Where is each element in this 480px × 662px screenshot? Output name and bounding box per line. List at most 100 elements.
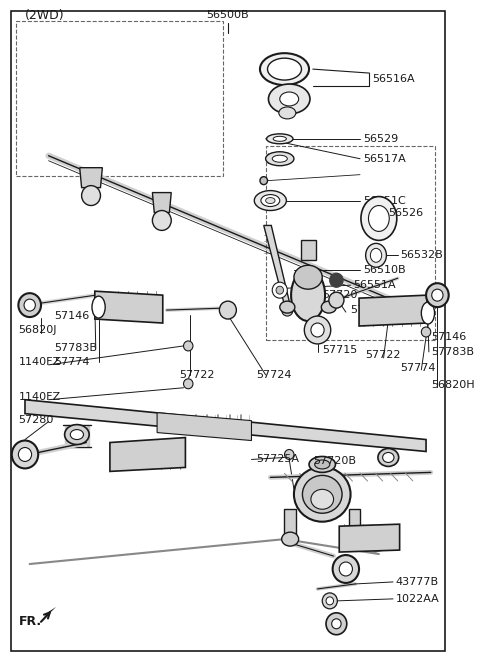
- Ellipse shape: [302, 475, 342, 513]
- Circle shape: [18, 448, 32, 461]
- Text: 56820H: 56820H: [431, 380, 474, 390]
- Circle shape: [330, 273, 343, 287]
- Text: 1140FZ: 1140FZ: [18, 392, 60, 402]
- Ellipse shape: [309, 457, 336, 473]
- Bar: [15, 21, 223, 175]
- Polygon shape: [348, 509, 360, 534]
- Circle shape: [326, 613, 347, 635]
- Text: 57783B: 57783B: [431, 347, 474, 357]
- Ellipse shape: [294, 467, 350, 522]
- Text: 57725A: 57725A: [256, 454, 299, 465]
- Polygon shape: [339, 524, 400, 552]
- Ellipse shape: [254, 191, 287, 211]
- Text: 56551A: 56551A: [353, 280, 396, 290]
- Text: 56529: 56529: [363, 134, 398, 144]
- Circle shape: [421, 327, 431, 337]
- Text: FR.: FR.: [18, 615, 41, 628]
- Circle shape: [272, 282, 288, 298]
- Text: 56532B: 56532B: [401, 250, 444, 260]
- Ellipse shape: [378, 448, 399, 467]
- Circle shape: [183, 341, 193, 351]
- Ellipse shape: [321, 301, 336, 313]
- Circle shape: [333, 555, 359, 583]
- Polygon shape: [39, 607, 56, 624]
- Circle shape: [260, 177, 267, 185]
- Text: 57146: 57146: [54, 311, 89, 321]
- Text: 56510B: 56510B: [363, 265, 406, 275]
- Circle shape: [432, 289, 443, 301]
- Ellipse shape: [346, 532, 363, 546]
- Ellipse shape: [65, 424, 89, 444]
- Circle shape: [426, 283, 449, 307]
- Ellipse shape: [369, 205, 389, 232]
- Ellipse shape: [280, 301, 295, 313]
- Polygon shape: [152, 193, 171, 213]
- Ellipse shape: [291, 269, 325, 321]
- Text: 56820J: 56820J: [18, 325, 57, 335]
- Ellipse shape: [371, 248, 382, 262]
- Circle shape: [183, 379, 193, 389]
- Ellipse shape: [92, 296, 105, 318]
- Ellipse shape: [311, 489, 334, 509]
- Circle shape: [82, 185, 100, 205]
- Ellipse shape: [267, 58, 301, 80]
- Text: 56517A: 56517A: [363, 154, 406, 164]
- Polygon shape: [157, 412, 252, 440]
- Circle shape: [339, 562, 352, 576]
- Text: 1022AA: 1022AA: [396, 594, 440, 604]
- Text: 57722: 57722: [179, 370, 214, 380]
- Polygon shape: [359, 295, 427, 326]
- Circle shape: [219, 301, 236, 319]
- Ellipse shape: [383, 453, 394, 463]
- Ellipse shape: [266, 134, 293, 144]
- Text: 56526: 56526: [388, 209, 423, 218]
- Ellipse shape: [361, 197, 397, 240]
- Ellipse shape: [279, 107, 296, 119]
- Text: 57720: 57720: [322, 290, 358, 300]
- Text: 57724: 57724: [350, 305, 386, 315]
- Text: 57720B: 57720B: [313, 457, 356, 467]
- Ellipse shape: [273, 136, 287, 141]
- Ellipse shape: [294, 265, 322, 289]
- Bar: [265, 146, 435, 340]
- Text: 57774: 57774: [401, 363, 436, 373]
- Circle shape: [311, 323, 324, 337]
- Circle shape: [12, 440, 38, 469]
- Circle shape: [326, 597, 334, 605]
- Polygon shape: [95, 291, 163, 323]
- Ellipse shape: [260, 53, 309, 85]
- Ellipse shape: [265, 152, 294, 166]
- Circle shape: [304, 316, 331, 344]
- Circle shape: [152, 211, 171, 230]
- Circle shape: [285, 449, 294, 459]
- Circle shape: [276, 286, 284, 294]
- Text: 43777B: 43777B: [396, 577, 439, 587]
- Ellipse shape: [280, 92, 299, 106]
- Ellipse shape: [265, 197, 275, 203]
- Ellipse shape: [282, 532, 299, 546]
- Text: 57722: 57722: [365, 350, 400, 360]
- Text: 57724: 57724: [256, 370, 292, 380]
- Circle shape: [18, 293, 41, 317]
- Circle shape: [329, 292, 344, 308]
- Ellipse shape: [261, 195, 280, 207]
- Text: 56551C: 56551C: [363, 195, 406, 205]
- Ellipse shape: [315, 460, 330, 469]
- Text: (2WD): (2WD): [25, 9, 65, 22]
- Text: 57783B: 57783B: [54, 343, 97, 353]
- Polygon shape: [80, 167, 102, 187]
- Text: 57774: 57774: [54, 357, 90, 367]
- Text: 56516A: 56516A: [372, 74, 415, 84]
- Bar: [300, 240, 316, 260]
- Circle shape: [322, 593, 337, 609]
- Circle shape: [332, 619, 341, 629]
- Polygon shape: [110, 438, 185, 471]
- Circle shape: [24, 299, 36, 311]
- Text: 57146: 57146: [431, 332, 466, 342]
- Text: 57280: 57280: [18, 414, 54, 424]
- Ellipse shape: [268, 84, 310, 114]
- Ellipse shape: [70, 430, 84, 440]
- Text: 1140FZ: 1140FZ: [18, 357, 60, 367]
- Ellipse shape: [366, 244, 386, 267]
- Ellipse shape: [421, 302, 434, 324]
